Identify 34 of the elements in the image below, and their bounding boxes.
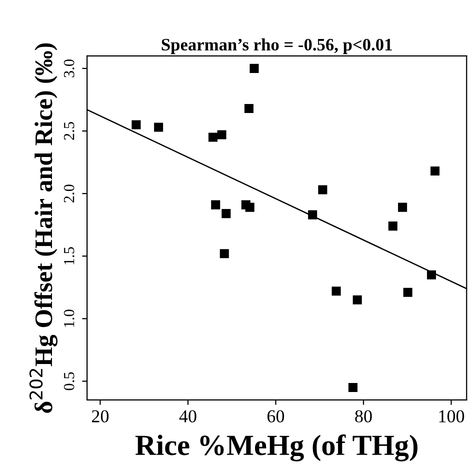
point — [250, 64, 259, 73]
y-tick-label: 2.5 — [64, 122, 74, 140]
point — [332, 286, 341, 296]
point — [132, 120, 141, 130]
x-tick-label: 80 — [355, 410, 372, 422]
point — [352, 295, 362, 304]
point — [403, 288, 412, 297]
point — [430, 166, 440, 176]
point — [348, 382, 358, 392]
x-tick-label: 60 — [267, 410, 284, 422]
y-tick-label: 1.0 — [64, 310, 74, 327]
y-axis-title: δ$^{202}$Hg Offset (Hair and Rice) (‰) — [29, 43, 58, 413]
point — [220, 249, 229, 258]
x-tick-label: 40 — [179, 410, 196, 422]
point — [244, 104, 254, 113]
point — [308, 210, 318, 220]
y-tick-label: 0.5 — [64, 372, 74, 390]
point — [426, 270, 436, 280]
y-tick-label: 3.0 — [64, 59, 74, 78]
point — [222, 209, 231, 218]
point — [398, 202, 408, 212]
point — [217, 130, 226, 140]
point — [208, 132, 218, 142]
point — [318, 185, 328, 194]
x-tick-label: 20 — [92, 410, 109, 422]
x-tick-label: 100 — [439, 410, 464, 422]
point — [211, 200, 220, 210]
point — [154, 122, 164, 132]
point — [245, 202, 254, 212]
y-tick-label: 1.5 — [64, 247, 74, 264]
point — [388, 222, 398, 231]
y-tick-label: 2.0 — [64, 184, 74, 202]
x-axis-title: Rice %MeHg (of THg) — [135, 434, 418, 462]
chart-title: Spearman’s rho = -0.56, p<0.01 — [162, 38, 392, 54]
